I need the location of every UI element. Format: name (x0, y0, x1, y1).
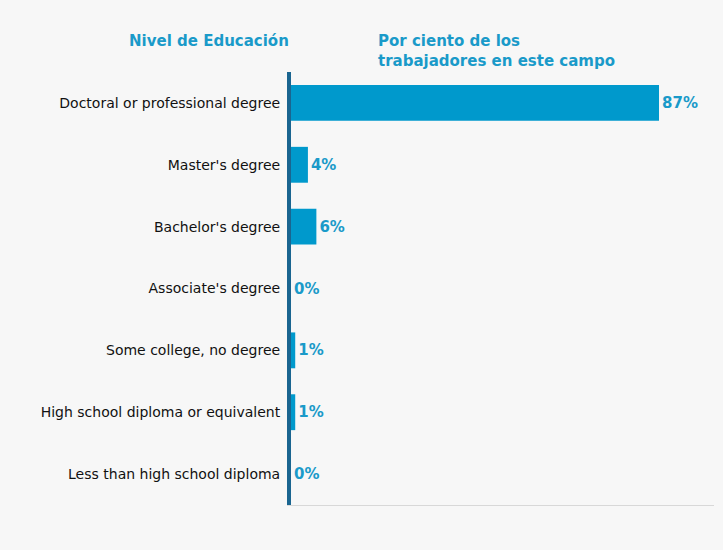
svg-text:Some college, no degree: Some college, no degree (106, 342, 280, 358)
svg-text:1%: 1% (298, 403, 323, 421)
svg-text:0%: 0% (294, 280, 319, 298)
svg-text:1%: 1% (298, 341, 323, 359)
svg-text:Associate's degree: Associate's degree (149, 280, 281, 296)
svg-text:High school diploma or equival: High school diploma or equivalent (41, 404, 281, 420)
svg-text:Master's degree: Master's degree (168, 157, 280, 173)
svg-text:0%: 0% (294, 465, 319, 483)
svg-text:Bachelor's degree: Bachelor's degree (154, 219, 280, 235)
svg-text:4%: 4% (311, 156, 336, 174)
svg-text:Less than high school diploma: Less than high school diploma (68, 466, 280, 482)
svg-text:87%: 87% (662, 94, 698, 112)
svg-text:6%: 6% (319, 218, 344, 236)
svg-text:Por ciento de lostrabajadores: Por ciento de lostrabajadores en este ca… (378, 32, 615, 70)
svg-text:Nivel de Educación: Nivel de Educación (129, 32, 289, 50)
svg-text:Doctoral or professional degre: Doctoral or professional degree (59, 95, 280, 111)
